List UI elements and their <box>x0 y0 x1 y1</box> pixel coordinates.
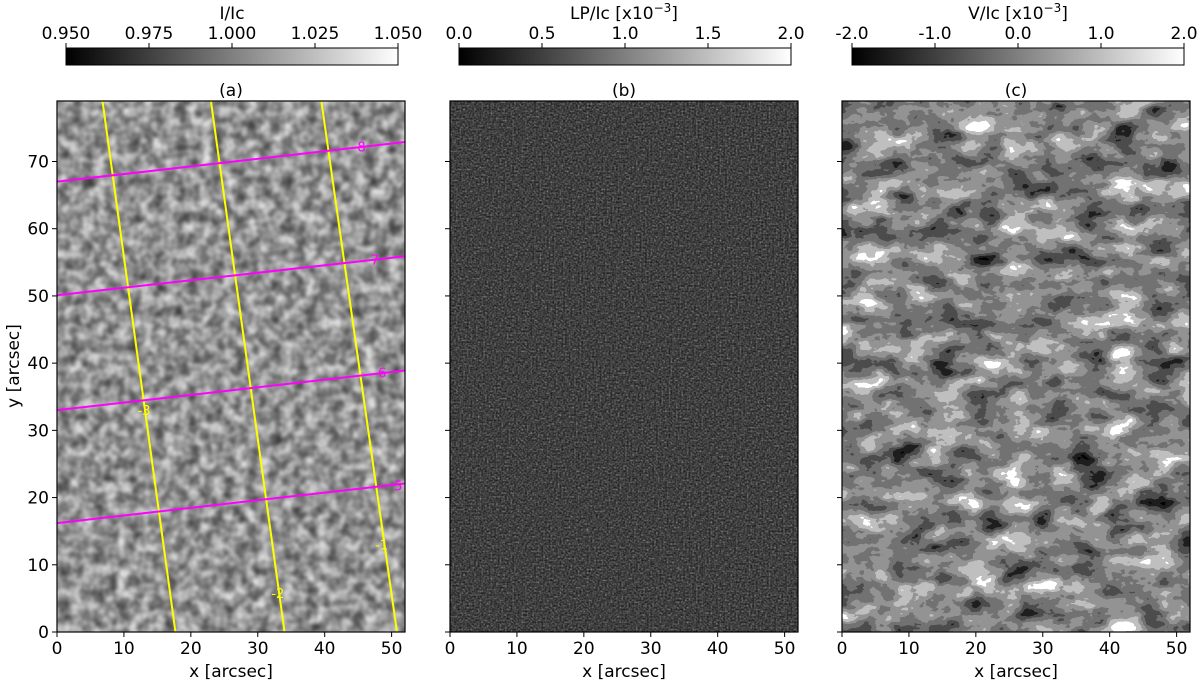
colorbar-label-c-exp: −3 <box>1044 1 1062 15</box>
colorbar-label-b: LP/Ic [x10−3] <box>570 1 678 24</box>
x-tick-label: 10 <box>506 639 528 659</box>
y-axis-ticks-c <box>837 160 842 633</box>
x-tick-label: 40 <box>1099 639 1121 659</box>
colorbar-a: I/Ic 0.950 0.975 1.000 1.025 1.050 <box>42 4 423 66</box>
colorbar-label-b-close: ] <box>671 4 678 24</box>
x-axis-ticks-c: 0 10 20 30 40 50 <box>837 632 1188 659</box>
overlay-line-label: 5 <box>394 479 402 494</box>
y-tick-label: 30 <box>27 421 49 441</box>
colorbar-b: LP/Ic [x10−3] 0.0 0.5 1.0 1.5 2.0 <box>445 1 805 66</box>
colorbar-tick-label: 1.025 <box>291 24 340 44</box>
circular-polarization-map <box>842 101 1190 632</box>
overlay-line-label: 7 <box>371 254 379 269</box>
overlay-line <box>101 101 177 632</box>
intensity-map <box>57 101 405 632</box>
colorbar-tick-label: 0.950 <box>42 24 91 44</box>
colorbar-label-b-exp: −3 <box>654 1 672 15</box>
overlay-line-label: -1 <box>375 539 388 554</box>
colorbar-tick-label: 2.0 <box>777 24 804 44</box>
colorbar-tick-label: 1.0 <box>1087 24 1114 44</box>
panel-a: -3 -2 -1 5 6 7 8 0 10 20 30 40 50 0 10 20 30 40 50 60 70 x… <box>4 100 406 682</box>
y-tick-label: 40 <box>27 354 49 374</box>
x-tick-label: 0 <box>837 639 848 659</box>
x-axis-label-b: x [arcsec] <box>582 662 666 682</box>
x-tick-label: 20 <box>965 639 987 659</box>
x-axis-ticks-b: 0 10 20 30 40 50 <box>445 632 796 659</box>
y-axis-label-a: y [arcsec] <box>4 324 24 408</box>
colorbar-label-b-main: LP/Ic [x10 <box>570 4 654 24</box>
overlay-line <box>57 369 405 412</box>
x-axis-label-c: x [arcsec] <box>974 662 1058 682</box>
x-tick-label: 40 <box>707 639 729 659</box>
x-axis-label-a: x [arcsec] <box>189 662 273 682</box>
x-axis-ticks-a: 0 10 20 30 40 50 <box>52 632 403 659</box>
y-axis-ticks-a: 0 10 20 30 40 50 60 70 <box>27 152 57 643</box>
overlay-line <box>320 101 398 632</box>
overlay-line <box>57 482 405 525</box>
colorbar-tick-label: 1.000 <box>208 24 257 44</box>
colorbar-tick-label: -2.0 <box>835 24 868 44</box>
panel-c: 0 10 20 30 40 50 x [arcsec] <box>837 100 1191 682</box>
overlay-line <box>209 101 286 632</box>
colorbar-ticks-c: -2.0 -1.0 0.0 1.0 2.0 <box>835 24 1198 48</box>
colorbar-tick-label: 0.5 <box>528 24 555 44</box>
x-tick-label: 10 <box>898 639 920 659</box>
panel-label-c: (c) <box>1005 81 1028 101</box>
colorbar-ticks-b: 0.0 0.5 1.0 1.5 2.0 <box>445 24 805 48</box>
colorbar-label-c-main: V/Ic [x10 <box>968 4 1043 24</box>
overlay-grid-lines <box>57 101 405 632</box>
x-tick-label: 30 <box>640 639 662 659</box>
overlay-line <box>57 255 405 297</box>
x-tick-label: 0 <box>445 639 456 659</box>
colorbar-tick-label: 1.050 <box>374 24 423 44</box>
x-tick-label: 50 <box>774 639 796 659</box>
overlay-line-label: -3 <box>138 404 151 419</box>
colorbar-tick-label: 0.0 <box>1004 24 1031 44</box>
colorbar-gradient-b <box>458 47 792 66</box>
panel-b: 0 10 20 30 40 50 x [arcsec] <box>445 100 799 682</box>
x-tick-label: 20 <box>573 639 595 659</box>
axes-frame-b <box>449 100 799 633</box>
colorbar-tick-label: 1.5 <box>694 24 721 44</box>
x-tick-label: 10 <box>113 639 135 659</box>
overlay-line-label: 6 <box>378 367 386 382</box>
x-tick-label: 50 <box>1166 639 1188 659</box>
panel-label-b: (b) <box>612 81 636 101</box>
x-tick-label: 0 <box>52 639 63 659</box>
colorbar-label-c-close: ] <box>1061 4 1068 24</box>
y-tick-label: 70 <box>27 152 49 172</box>
y-tick-label: 0 <box>38 623 49 643</box>
overlay-line-label: 8 <box>357 141 365 156</box>
y-tick-label: 60 <box>27 220 49 240</box>
colorbar-c: V/Ic [x10−3] -2.0 -1.0 0.0 1.0 2.0 <box>835 1 1198 66</box>
colorbar-label-c: V/Ic [x10−3] <box>968 1 1068 24</box>
x-tick-label: 40 <box>314 639 336 659</box>
colorbar-tick-label: 0.0 <box>445 24 472 44</box>
x-tick-label: 30 <box>247 639 269 659</box>
colorbar-ticks-a: 0.950 0.975 1.000 1.025 1.050 <box>42 24 423 48</box>
colorbar-label-a: I/Ic <box>219 4 244 24</box>
overlay-line-label: -2 <box>271 587 284 602</box>
y-axis-ticks-b <box>445 160 450 633</box>
colorbar-tick-label: 1.0 <box>611 24 638 44</box>
colorbar-tick-label: 2.0 <box>1170 24 1197 44</box>
colorbar-gradient-a <box>65 47 399 66</box>
colorbar-tick-label: -1.0 <box>918 24 951 44</box>
panel-label-a: (a) <box>219 81 243 101</box>
axes-frame-c <box>841 100 1191 633</box>
y-tick-label: 10 <box>27 556 49 576</box>
overlay-grid-labels: -3 -2 -1 5 6 7 8 <box>138 141 403 602</box>
overlay-line <box>57 141 405 183</box>
y-tick-label: 20 <box>27 489 49 509</box>
linear-polarization-map <box>450 101 798 632</box>
x-tick-label: 20 <box>180 639 202 659</box>
x-tick-label: 50 <box>381 639 403 659</box>
colorbar-tick-label: 0.975 <box>125 24 174 44</box>
colorbar-gradient-c <box>851 47 1185 66</box>
axes-frame-a <box>56 100 406 633</box>
y-tick-label: 50 <box>27 287 49 307</box>
x-tick-label: 30 <box>1032 639 1054 659</box>
